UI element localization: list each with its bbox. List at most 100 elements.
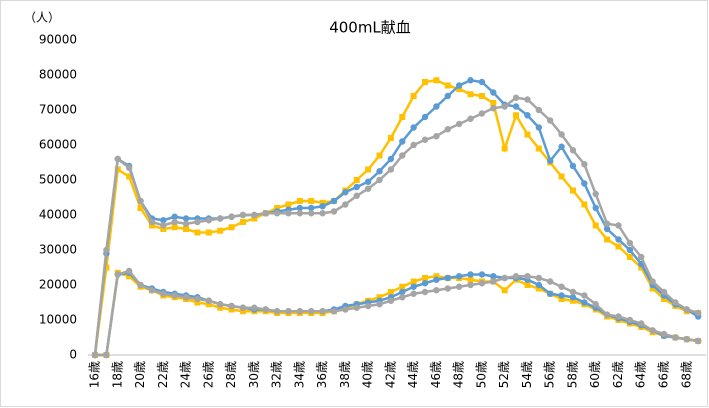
marker (501, 274, 508, 282)
marker (683, 306, 690, 313)
marker (319, 308, 326, 315)
marker (183, 226, 190, 232)
marker (626, 246, 634, 254)
x-tick-label: 28歳 (224, 361, 238, 388)
marker (547, 278, 554, 285)
x-tick-label: 46歳 (429, 361, 443, 388)
marker (444, 92, 451, 100)
marker (433, 77, 440, 84)
marker (558, 296, 565, 302)
marker (103, 351, 110, 359)
marker (308, 308, 315, 315)
y-tick-label: 0 (69, 348, 77, 362)
marker (490, 278, 497, 285)
x-tick-label: 34歳 (292, 361, 306, 388)
x-tick-label: 24歳 (179, 361, 193, 388)
marker (660, 288, 668, 296)
marker (638, 253, 645, 261)
marker (512, 94, 520, 101)
marker (126, 273, 133, 280)
marker (433, 287, 440, 294)
marker (478, 93, 485, 99)
y-tick-label: 40000 (39, 208, 77, 222)
marker (296, 198, 303, 204)
marker (285, 210, 292, 217)
marker (228, 213, 235, 220)
marker (649, 278, 656, 285)
marker (103, 246, 110, 254)
marker (615, 222, 622, 229)
marker (273, 210, 281, 217)
marker (171, 213, 178, 220)
marker (228, 306, 235, 313)
marker (308, 204, 315, 212)
marker (342, 189, 349, 196)
marker (194, 229, 201, 236)
marker (262, 210, 269, 217)
marker (342, 201, 349, 208)
marker (160, 217, 167, 224)
marker (251, 215, 258, 222)
marker (501, 145, 508, 152)
marker (615, 313, 622, 320)
marker (399, 152, 406, 159)
marker (91, 351, 99, 359)
marker (114, 166, 121, 173)
x-tick-label: 62歳 (611, 361, 625, 388)
y-tick-label: 60000 (39, 138, 77, 152)
marker (626, 254, 633, 260)
marker (342, 306, 349, 313)
marker (399, 294, 406, 301)
marker (421, 136, 429, 143)
marker (160, 290, 167, 297)
marker (376, 294, 383, 301)
marker (581, 299, 588, 306)
marker (216, 215, 224, 222)
x-tick-label: 66歳 (657, 361, 671, 388)
marker (387, 155, 395, 163)
marker (603, 220, 611, 227)
marker (376, 176, 383, 184)
marker (433, 273, 440, 280)
marker (547, 117, 554, 124)
marker (524, 282, 531, 288)
marker (694, 309, 702, 317)
marker (364, 185, 372, 192)
marker (535, 145, 542, 152)
marker (262, 306, 269, 313)
marker (376, 168, 383, 175)
marker (513, 112, 520, 119)
marker (239, 219, 246, 225)
marker (410, 124, 417, 131)
x-tick-label: 40歳 (361, 361, 375, 388)
marker (456, 86, 463, 92)
x-tick-label: 52歳 (497, 361, 511, 388)
marker (433, 103, 440, 110)
marker (558, 143, 565, 150)
marker (455, 273, 463, 280)
marker (251, 304, 258, 311)
marker (308, 210, 315, 217)
marker (626, 239, 634, 247)
marker (376, 152, 383, 159)
marker (661, 296, 667, 302)
marker (444, 126, 451, 133)
marker (205, 301, 212, 308)
marker (444, 82, 451, 89)
marker (524, 273, 531, 280)
x-tick-label: 54歳 (520, 361, 534, 388)
marker (615, 243, 622, 250)
marker (410, 290, 417, 297)
marker (126, 173, 133, 180)
marker (239, 308, 246, 315)
marker (512, 103, 520, 110)
marker (444, 274, 451, 282)
x-tick-label: 36歳 (315, 361, 329, 388)
marker (592, 222, 599, 229)
marker (251, 211, 258, 219)
marker (353, 177, 360, 183)
x-tick-label: 42歳 (383, 361, 397, 388)
marker (399, 288, 406, 296)
